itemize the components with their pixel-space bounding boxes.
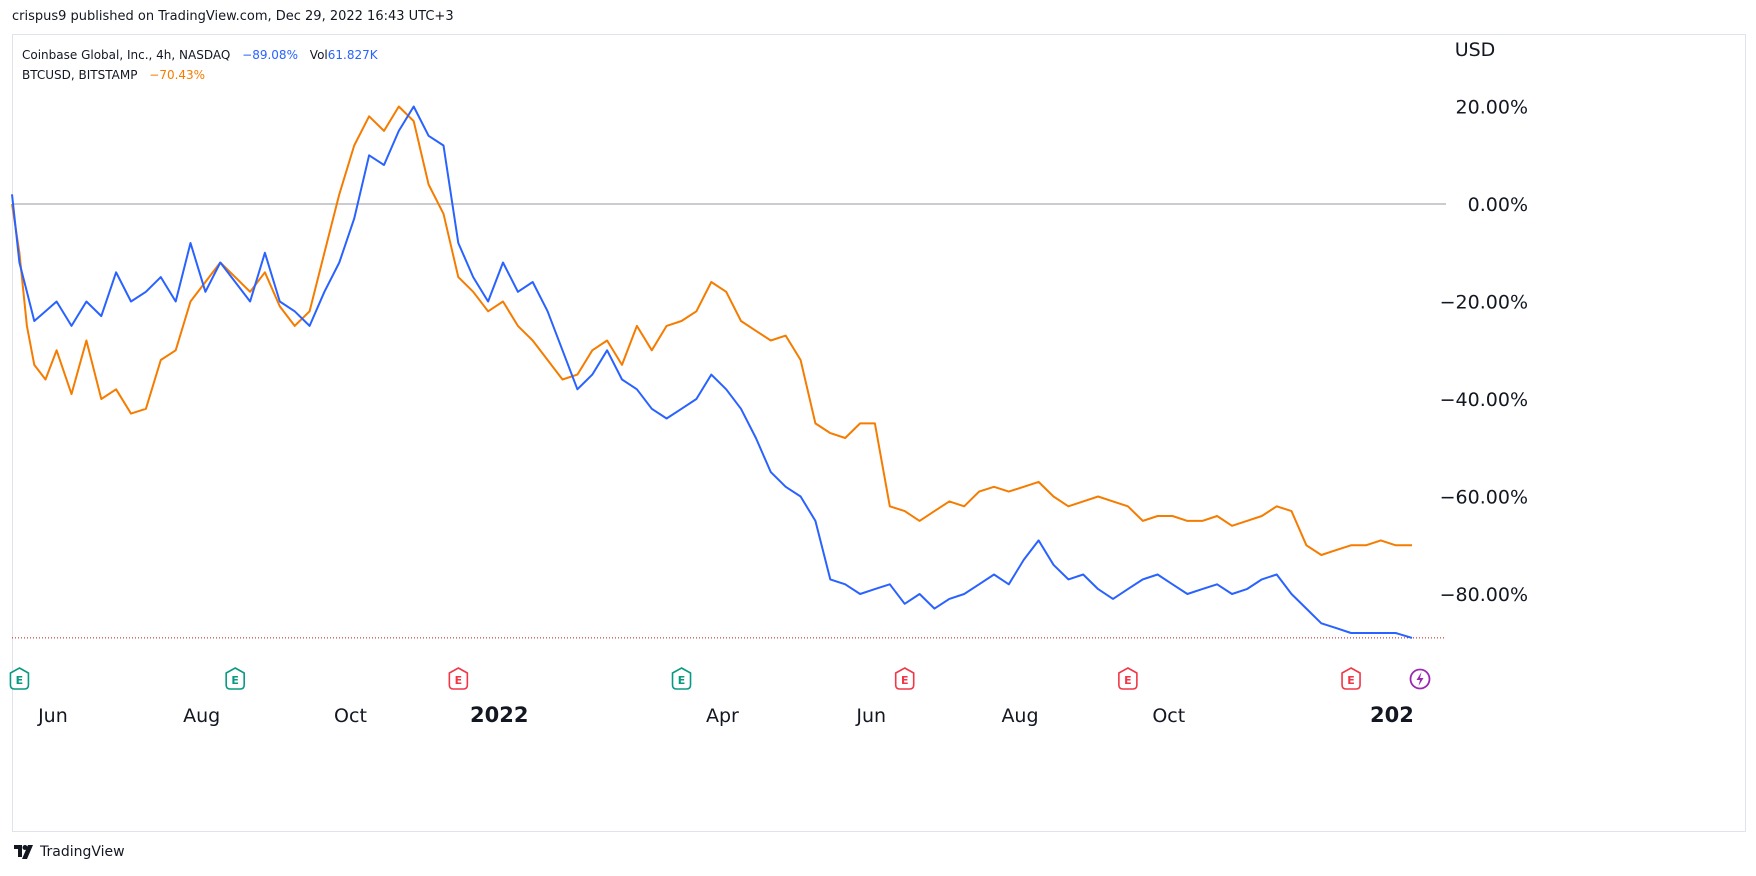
chart-legend: Coinbase Global, Inc., 4h, NASDAQ −89.08… — [22, 45, 378, 85]
tradingview-logo-icon — [14, 845, 33, 859]
legend-volume-label: Vol — [309, 48, 328, 62]
legend-change-coinbase: −89.08% — [242, 48, 298, 62]
legend-row-btc[interactable]: BTCUSD, BITSTAMP −70.43% — [22, 65, 378, 85]
tradingview-brand-text: TradingView — [40, 844, 125, 860]
legend-row-coinbase[interactable]: Coinbase Global, Inc., 4h, NASDAQ −89.08… — [22, 45, 378, 65]
legend-symbol-coinbase: Coinbase Global, Inc., 4h, NASDAQ — [22, 48, 231, 62]
publisher-line: crispus9 published on TradingView.com, D… — [12, 9, 454, 24]
chart-frame[interactable] — [12, 34, 1746, 832]
legend-volume-value: 61.827K — [327, 48, 378, 62]
legend-change-btc: −70.43% — [149, 68, 206, 82]
tradingview-branding[interactable]: TradingView — [14, 844, 125, 860]
legend-symbol-btc: BTCUSD, BITSTAMP — [22, 68, 138, 82]
